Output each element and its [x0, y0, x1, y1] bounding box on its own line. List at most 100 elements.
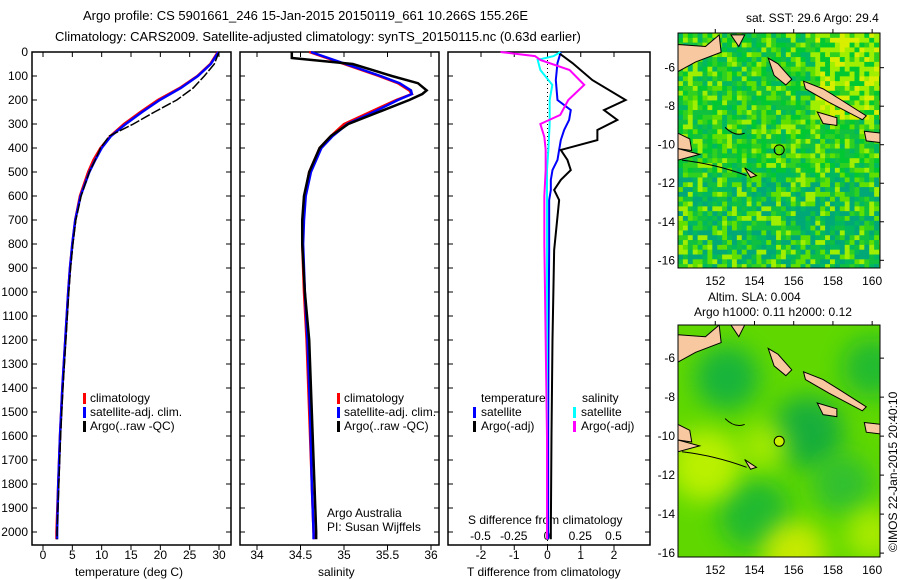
- depth-tick-label: 0: [21, 45, 28, 59]
- sst-cell: [731, 264, 738, 268]
- sst-cell: [727, 215, 733, 222]
- sst-cell: [771, 129, 777, 135]
- sst-cell: [785, 52, 792, 58]
- depth-tick-label: 1500: [1, 405, 28, 419]
- sst-cell: [874, 240, 880, 246]
- sst-cell: [707, 249, 713, 256]
- sst-cell: [849, 76, 856, 82]
- sst-cell: [692, 100, 699, 106]
- sst-cell: [785, 124, 792, 130]
- sst-cell: [727, 37, 733, 44]
- sst-cell: [697, 114, 704, 121]
- sst-cell: [849, 187, 856, 193]
- sst-cell: [687, 114, 694, 121]
- sst-cell: [761, 163, 767, 169]
- sst-cell: [869, 206, 875, 212]
- sst-cell: [805, 114, 811, 121]
- sst-cell: [854, 148, 860, 154]
- temperature-legend: climatology satellite-adj. clim. Argo(..…: [83, 391, 182, 433]
- sst-cell: [805, 235, 811, 241]
- sst-cell: [766, 129, 772, 135]
- sst-cell: [805, 244, 811, 251]
- sst-cell: [844, 66, 851, 73]
- sst-cell: [785, 100, 792, 106]
- sst-cell: [776, 172, 782, 178]
- sst-cell: [839, 71, 846, 77]
- sst-cell: [844, 143, 851, 150]
- sst-cell: [815, 148, 821, 154]
- sst-cell: [687, 182, 694, 188]
- lon-tick-label: 158: [823, 563, 843, 577]
- annotation-pi: PI: Susan Wijffels: [327, 520, 421, 534]
- sst-cell: [859, 119, 865, 125]
- sst-cell: [859, 235, 865, 241]
- sst-cell: [707, 124, 713, 130]
- sst-map-title: sat. SST: 29.6 Argo: 29.4: [746, 11, 879, 25]
- sst-cell: [780, 249, 787, 256]
- sst-cell: [717, 249, 723, 256]
- sst-cell: [825, 196, 831, 203]
- sst-cell: [746, 158, 753, 164]
- sst-cell: [864, 143, 870, 150]
- sst-cell: [780, 172, 787, 178]
- sst-cell: [785, 33, 792, 39]
- sst-cell: [717, 76, 723, 82]
- sst-cell: [707, 105, 713, 111]
- sst-cell: [810, 215, 816, 222]
- sst-cell: [874, 95, 880, 101]
- sst-cell: [829, 105, 836, 111]
- sst-cell: [682, 76, 689, 82]
- sst-cell: [756, 76, 762, 82]
- sst-cell: [702, 220, 708, 227]
- sst-cell: [687, 220, 694, 227]
- sst-cell: [761, 42, 767, 48]
- sst-cell: [859, 196, 865, 203]
- sst-cell: [844, 235, 851, 241]
- sst-cell: [780, 85, 787, 92]
- sst-cell: [839, 215, 846, 222]
- sst-cell: [839, 76, 846, 82]
- sst-cell: [795, 57, 802, 63]
- sst-cell: [761, 172, 767, 178]
- sst-cell: [834, 119, 841, 125]
- sst-cell: [702, 244, 708, 251]
- sst-cell: [717, 110, 723, 116]
- sst-cell: [829, 230, 836, 236]
- sst-cell: [776, 90, 782, 97]
- sst-cell: [800, 37, 806, 44]
- sst-cell: [692, 129, 699, 135]
- sst-cell: [727, 134, 733, 140]
- sst-cell: [839, 254, 846, 260]
- sst-cell: [834, 225, 841, 231]
- sst-cell: [849, 57, 856, 63]
- sst-cell: [874, 249, 880, 256]
- sst-cell: [736, 110, 743, 116]
- legend-argo: Argo(..raw -QC): [344, 419, 429, 433]
- sst-cell: [834, 172, 841, 178]
- sst-cell: [805, 76, 811, 82]
- sst-cell: [829, 71, 836, 77]
- sst-cell: [707, 187, 713, 193]
- sst-cell: [751, 201, 757, 207]
- sst-cell: [707, 196, 713, 203]
- sst-cell: [712, 167, 718, 174]
- sst-cell: [717, 264, 723, 268]
- sst-cell: [859, 153, 865, 159]
- sst-cell: [751, 57, 757, 63]
- sst-cell: [864, 85, 870, 92]
- sst-cell: [790, 124, 797, 130]
- sst-cell: [795, 114, 802, 121]
- sst-cell: [771, 259, 777, 265]
- sst-cell: [780, 187, 787, 193]
- sst-cell: [805, 61, 811, 68]
- sst-cell: [864, 114, 870, 121]
- legend-climatology: climatology: [344, 391, 404, 405]
- sst-cell: [829, 42, 836, 48]
- sst-cell: [731, 110, 738, 116]
- sst-cell: [815, 240, 821, 246]
- sst-cell: [727, 57, 733, 63]
- sst-cell: [869, 42, 875, 48]
- sst-cell: [731, 172, 738, 178]
- sst-cell: [780, 153, 787, 159]
- sst-cell: [687, 66, 694, 73]
